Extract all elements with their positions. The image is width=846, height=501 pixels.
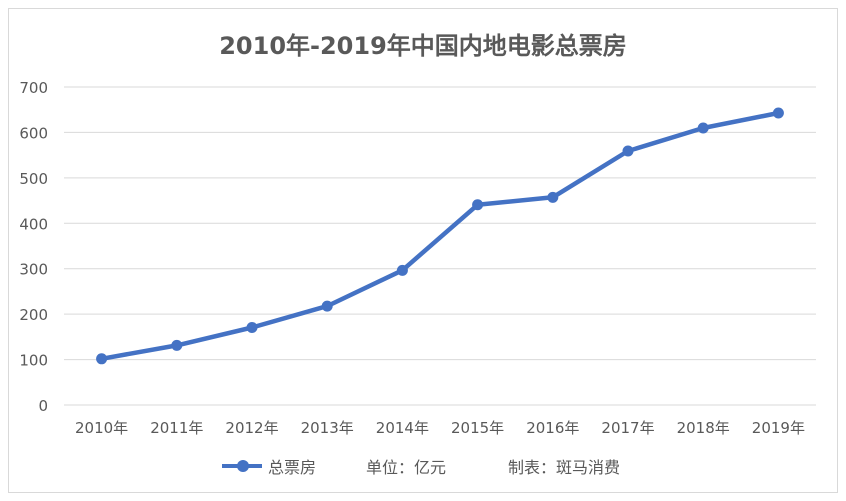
y-tick-label: 500	[19, 170, 48, 188]
series-line	[99, 110, 781, 362]
unit-note-text: 单位：亿元	[366, 458, 447, 477]
legend-line-marker-icon	[222, 460, 262, 472]
y-tick-label: 300	[19, 261, 48, 279]
data-point	[321, 300, 333, 312]
y-tick-label: 0	[38, 397, 48, 415]
y-tick-label: 600	[19, 124, 48, 142]
data-point	[96, 353, 108, 365]
data-point	[472, 199, 484, 211]
legend-series-label: 总票房	[268, 458, 317, 477]
x-tick-label: 2012年	[225, 419, 278, 437]
x-tick-label: 2016年	[526, 419, 579, 437]
data-point	[772, 107, 784, 119]
data-point	[697, 122, 709, 134]
y-tick-label: 700	[19, 79, 48, 97]
data-point	[622, 145, 634, 157]
source-note: 制表：斑马消费	[508, 454, 620, 478]
x-tick-label: 2011年	[150, 419, 203, 437]
x-tick-label: 2014年	[376, 419, 429, 437]
y-tick-label: 200	[19, 306, 48, 324]
source-note-text: 制表：斑马消费	[508, 458, 621, 477]
x-tick-label: 2013年	[301, 419, 354, 437]
chart-legend: 总票房 单位：亿元 制表：斑马消费	[0, 454, 846, 480]
chart-title: 2010年-2019年中国内地电影总票房	[219, 32, 627, 60]
data-point	[547, 191, 559, 203]
y-tick-label: 400	[19, 215, 48, 233]
data-point	[396, 264, 408, 276]
x-tick-label: 2015年	[451, 419, 504, 437]
y-tick-label: 100	[19, 352, 48, 370]
data-point	[246, 321, 258, 333]
x-tick-label: 2017年	[601, 419, 654, 437]
x-tick-label: 2018年	[677, 419, 730, 437]
data-point	[171, 339, 183, 351]
x-tick-label: 2010年	[75, 419, 128, 437]
unit-note: 单位：亿元	[366, 454, 446, 478]
x-tick-label: 2019年	[752, 419, 805, 437]
legend-series: 总票房	[222, 454, 316, 478]
